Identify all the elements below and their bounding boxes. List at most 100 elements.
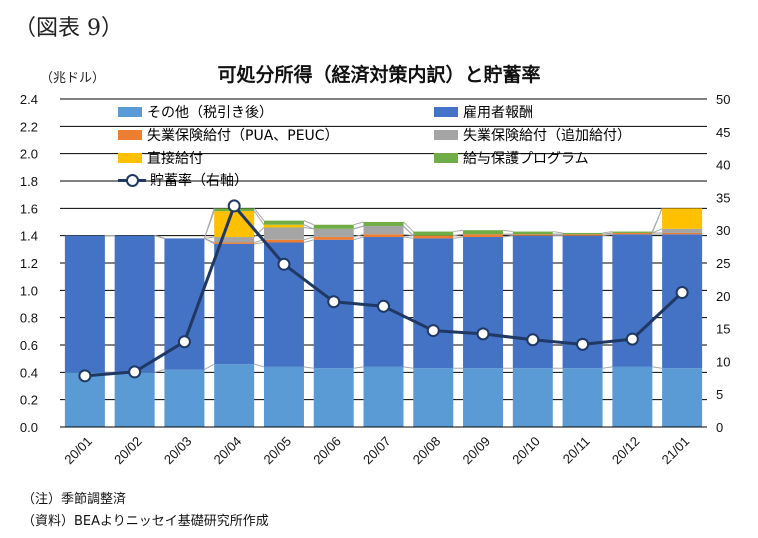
series-connector (651, 208, 663, 232)
series-connector (204, 363, 215, 371)
bar-segment (363, 222, 404, 227)
savings-rate-point (526, 333, 540, 347)
bar-segment (562, 368, 603, 427)
legend-swatch (434, 130, 458, 140)
right-tick-label: 0 (716, 420, 723, 435)
bar-segment (562, 232, 603, 235)
bar-segment (662, 228, 703, 233)
bar-segment (313, 368, 354, 427)
right-tick-label: 25 (716, 256, 730, 271)
series-connector (203, 208, 215, 239)
bar-segment (363, 226, 404, 235)
x-tick-label: 20/09 (460, 434, 494, 468)
series-connector (602, 366, 613, 369)
legend-swatch (434, 107, 458, 117)
series-connector (403, 225, 414, 237)
series-connector (353, 233, 364, 238)
left-tick-label: 2.0 (20, 147, 38, 162)
bar-segment (313, 224, 354, 229)
right-tick-label: 20 (716, 289, 730, 304)
series-connector (303, 366, 314, 369)
bar-segment (662, 232, 703, 235)
legend-item-savings-rate: 貯蓄率（右軸） (118, 170, 248, 190)
left-axis-unit: （兆ドル） (40, 71, 106, 86)
savings-rate-point (227, 199, 241, 213)
bar-segment (512, 234, 553, 236)
savings-rate-point (675, 286, 689, 300)
savings-rate-point (476, 327, 490, 341)
bar-segment (413, 231, 454, 236)
bar-segment (662, 234, 703, 369)
bar-segment (64, 235, 105, 373)
legend-label: 直接給付 (147, 151, 203, 167)
bar-segment (363, 366, 404, 427)
legend-item-other: その他（税引き後） (118, 102, 273, 122)
right-tick-label: 5 (716, 387, 723, 402)
legend-label: 雇用者報酬 (463, 105, 533, 121)
series-connector (403, 233, 414, 237)
savings-rate-point (377, 299, 390, 313)
legend-item-ppp: 給与保護プログラム (434, 148, 589, 168)
bar-segment (263, 366, 304, 427)
bar-segment (662, 368, 703, 427)
savings-rate-point (625, 332, 639, 346)
bar-segment (413, 368, 454, 427)
series-connector (204, 237, 215, 243)
series-connector (353, 366, 364, 369)
right-tick-label: 45 (716, 125, 730, 140)
bar-segment (263, 220, 304, 225)
left-tick-label: 0.0 (20, 420, 38, 435)
x-tick-label: 20/07 (360, 434, 394, 468)
x-tick-label: 20/12 (609, 434, 643, 468)
bar-segment (512, 231, 553, 235)
legend-item-ui-extra: 失業保険給付（追加給付） (434, 125, 631, 145)
x-tick-label: 20/11 (560, 434, 593, 467)
savings-rate-point (277, 257, 291, 271)
series-connector (253, 227, 265, 238)
bar-segment (114, 235, 155, 373)
x-tick-label: 20/10 (509, 434, 543, 468)
legend-item-direct: 直接給付 (118, 148, 203, 168)
bar-segment (263, 239, 304, 243)
bar-segment (313, 237, 354, 240)
legend-swatch (118, 130, 142, 140)
left-tick-label: 1.8 (20, 174, 38, 189)
series-connector (652, 366, 663, 369)
legend-line-marker (118, 174, 146, 187)
left-tick-label: 0.4 (20, 365, 38, 380)
series-connector (652, 228, 663, 234)
series-connector (403, 366, 414, 369)
right-tick-label: 10 (716, 354, 730, 369)
series-connector (353, 221, 364, 226)
series-connector (453, 229, 464, 233)
series-connector (453, 233, 464, 237)
bar-segment (363, 234, 404, 238)
bar-segment (413, 238, 454, 369)
savings-rate-point (327, 295, 341, 309)
x-tick-label: 20/04 (211, 434, 245, 468)
series-connector (253, 208, 265, 221)
x-tick-label: 20/03 (161, 434, 195, 468)
series-connector (502, 229, 513, 233)
savings-rate-point (78, 369, 92, 383)
bar-segment (463, 237, 504, 369)
savings-rate-point (426, 324, 440, 338)
legend-item-compensation: 雇用者報酬 (434, 102, 533, 122)
left-tick-label: 1.0 (20, 283, 38, 298)
x-tick-label: 21/01 (659, 434, 693, 468)
x-tick-label: 20/08 (410, 434, 444, 468)
series-connector (253, 210, 265, 226)
bar-segment (313, 228, 354, 238)
bar-segment (214, 242, 255, 244)
series-connector (502, 235, 513, 238)
note-source: （資料）BEAよりニッセイ基礎研究所作成 (22, 514, 269, 529)
series-connector (303, 239, 314, 243)
legend-label: 貯蓄率（右軸） (150, 173, 248, 189)
bar-segment (463, 368, 504, 427)
bar-segment (512, 368, 553, 427)
left-tick-label: 0.2 (20, 393, 38, 408)
bar-segment (463, 234, 504, 238)
bar-segment (214, 364, 255, 427)
savings-rate-point (177, 335, 191, 349)
x-tick-label: 20/05 (260, 434, 294, 468)
